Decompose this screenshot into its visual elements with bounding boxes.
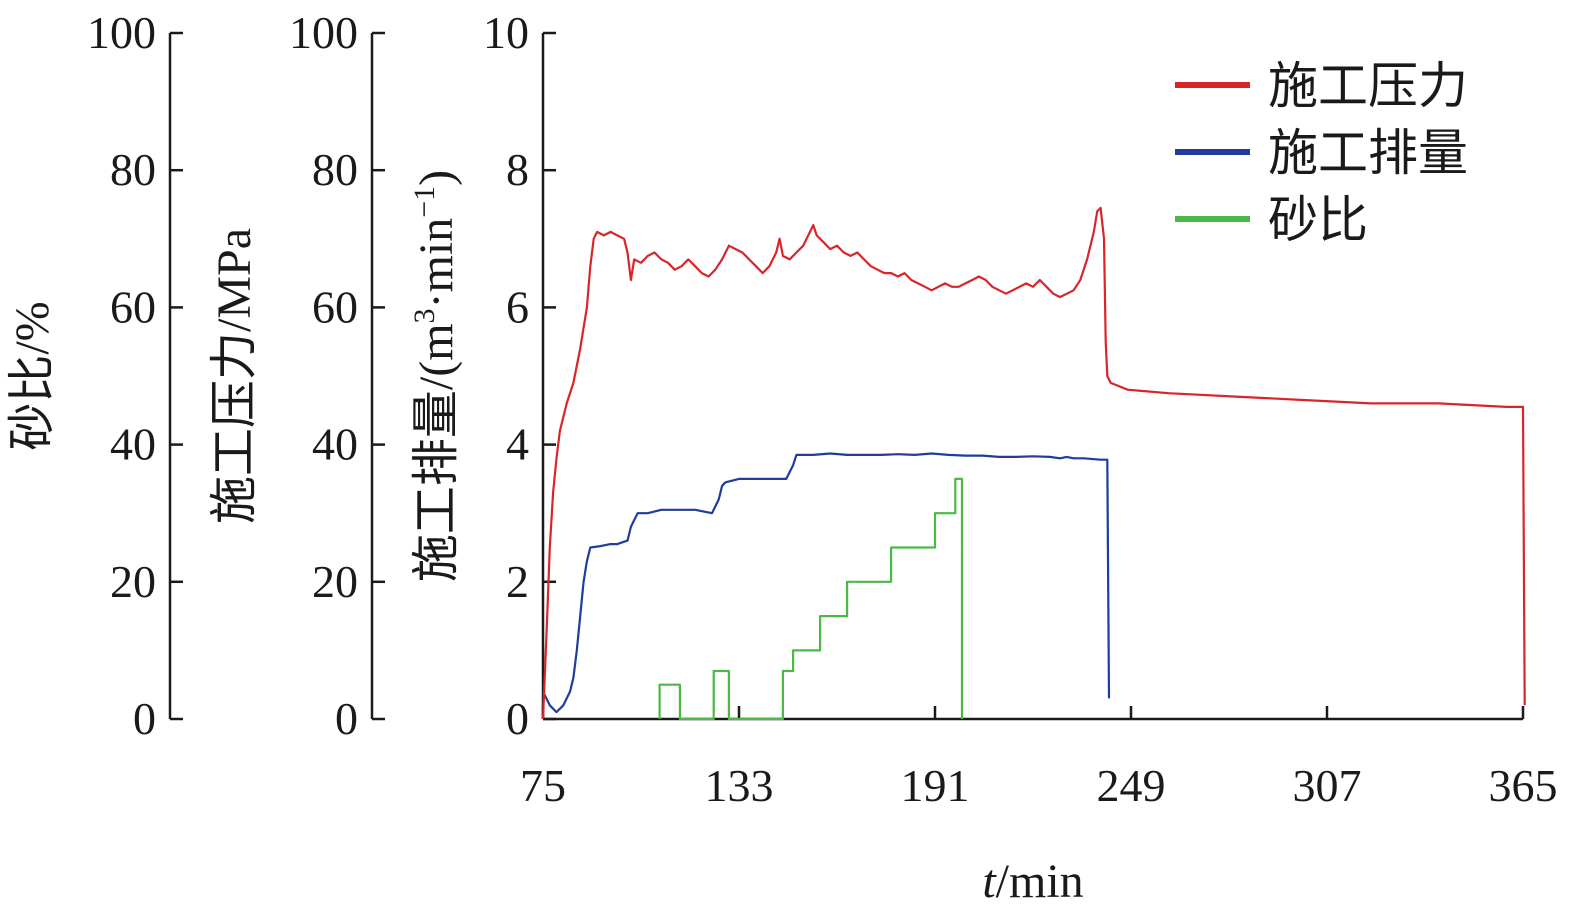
x-tick-label: 307 [1293, 760, 1362, 811]
x-tick-label: 75 [520, 760, 566, 811]
axes: 75 133 191 249 307 365t/min020406080100砂比/%02… [6, 7, 1558, 908]
pressure-y-tick-label: 40 [312, 419, 358, 470]
series-line-sand [658, 477, 964, 721]
x-axis-title-italic: t [982, 855, 997, 908]
x-axis-title-unit: /min [996, 855, 1084, 908]
x-tick-label: 249 [1097, 760, 1166, 811]
sand-y-tick-label: 40 [110, 419, 156, 470]
x-axis-title: t/min [982, 855, 1083, 908]
sand-y-axis-title: 砂比/% [6, 301, 59, 450]
legend-label-pressure: 施工压力 [1268, 58, 1468, 114]
pressure-y-tick-label: 80 [312, 144, 358, 195]
rate-y-tick-label: 0 [506, 693, 529, 744]
series-line-pressure [541, 206, 1526, 720]
rate-title-mid: ·min [410, 218, 463, 309]
rate-y-tick-label: 2 [506, 556, 529, 607]
sand-y-tick-label: 20 [110, 556, 156, 607]
rate-title-main: 施工排量/(m [410, 323, 463, 582]
rate-y-axis-title: 施工排量/(m3·min−1) [408, 170, 463, 582]
rate-y-tick-label: 6 [506, 281, 529, 332]
rate-y-tick-label: 10 [483, 7, 529, 58]
sand-y-tick-label: 60 [110, 281, 156, 332]
sand-y-tick-label: 0 [133, 693, 156, 744]
legend-label-rate: 施工排量 [1268, 125, 1468, 181]
pressure-y-tick-label: 100 [289, 7, 358, 58]
legend-label-sand: 砂比 [1268, 192, 1368, 248]
rate-y-tick-label: 4 [506, 419, 529, 470]
sand-y-tick-label: 100 [87, 7, 156, 58]
pressure-y-tick-label: 20 [312, 556, 358, 607]
sand-y-tick-label: 80 [110, 144, 156, 195]
x-tick-label: 365 [1489, 760, 1558, 811]
rate-title-end: ) [410, 170, 463, 186]
pressure-y-axis-title: 施工压力/MPa [208, 228, 261, 524]
series-layer [541, 206, 1526, 721]
rate-title-sup: −1 [408, 186, 441, 218]
rate-title-sup: 3 [408, 308, 441, 323]
pressure-y-tick-label: 60 [312, 281, 358, 332]
x-tick-label: 191 [901, 760, 970, 811]
x-tick-label: 133 [705, 760, 774, 811]
series-line-rate [542, 452, 1111, 714]
pressure-y-tick-label: 0 [335, 693, 358, 744]
rate-y-tick-label: 8 [506, 144, 529, 195]
